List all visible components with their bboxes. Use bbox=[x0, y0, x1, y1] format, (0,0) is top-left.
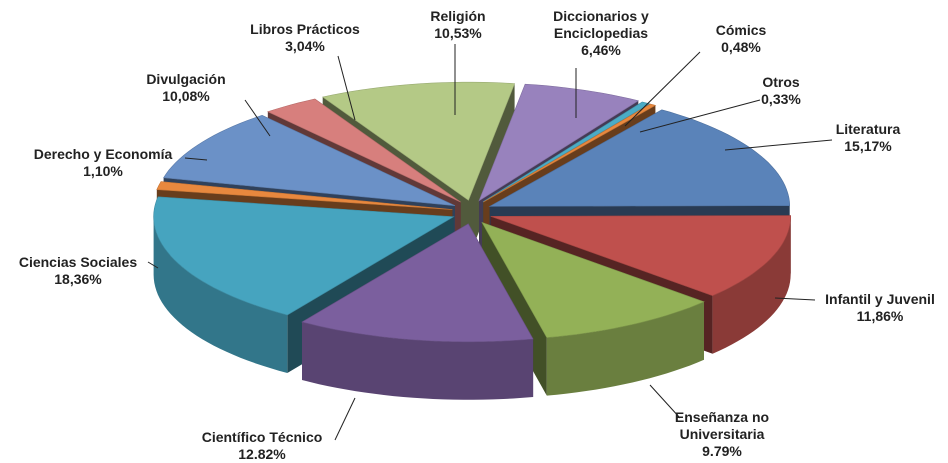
slice-label: Ciencias Sociales 18,36% bbox=[0, 254, 173, 288]
slice-top bbox=[481, 221, 705, 338]
leader-line bbox=[184, 157, 208, 161]
slice-top bbox=[482, 101, 651, 203]
slice-top bbox=[301, 223, 534, 343]
category-name: Infantil y Juvenil bbox=[825, 291, 935, 307]
value-label: 9.79% bbox=[702, 443, 742, 459]
slice-top bbox=[153, 196, 455, 316]
value-label: 0,33% bbox=[761, 91, 801, 107]
slice-top bbox=[266, 98, 461, 203]
value-label: 18,36% bbox=[54, 271, 102, 287]
value-label: 15,17% bbox=[844, 138, 892, 154]
slice-label: Libros Prácticos 3,04% bbox=[210, 21, 400, 55]
value-label: 10,08% bbox=[162, 88, 210, 104]
leader-line bbox=[147, 261, 159, 269]
slice-label: Derecho y Economía 1,10% bbox=[8, 146, 198, 180]
pie-slice bbox=[153, 196, 455, 373]
category-name: Libros Prácticos bbox=[250, 21, 360, 37]
slice-label: Otros 0,33% bbox=[686, 74, 876, 108]
category-name: Enseñanza no Universitaria bbox=[674, 409, 770, 442]
category-name: Diccionarios y Enciclopedias bbox=[553, 8, 649, 41]
slice-label: Diccionarios y Enciclopedias 6,46% bbox=[536, 8, 666, 59]
leader-line bbox=[649, 384, 681, 419]
slice-top bbox=[156, 181, 453, 210]
slice-top bbox=[488, 109, 791, 207]
slice-label: Enseñanza no Universitaria 9.79% bbox=[657, 409, 787, 460]
leader-line bbox=[774, 297, 816, 301]
value-label: 11,86% bbox=[856, 308, 904, 324]
slice-top bbox=[478, 83, 640, 202]
slice-label: Literatura 15,17% bbox=[773, 121, 948, 155]
slice-top bbox=[483, 103, 657, 203]
slice-label: Científico Técnico 12.82% bbox=[167, 429, 357, 463]
slice-wall bbox=[153, 216, 288, 373]
slice-top bbox=[490, 215, 792, 297]
category-name: Cómics bbox=[715, 22, 767, 38]
category-name: Divulgación bbox=[146, 71, 226, 87]
slice-label: Divulgación 10,08% bbox=[91, 71, 281, 105]
slice-wall bbox=[302, 322, 534, 400]
value-label: 0,48% bbox=[721, 39, 761, 55]
slice-label: Religión 10,53% bbox=[363, 8, 553, 42]
category-name: Derecho y Economía bbox=[33, 146, 173, 162]
slice-top bbox=[321, 81, 516, 201]
leader-line bbox=[624, 51, 701, 127]
slice-label: Cómics 0,48% bbox=[646, 22, 836, 56]
leader-line bbox=[244, 99, 271, 137]
category-name: Literatura bbox=[835, 121, 901, 137]
value-label: 12.82% bbox=[238, 446, 286, 462]
pie-slice bbox=[301, 223, 534, 400]
value-label: 3,04% bbox=[285, 38, 325, 54]
slice-label: Infantil y Juvenil 11,86% bbox=[785, 291, 948, 325]
leader-line bbox=[334, 397, 356, 441]
category-name: Ciencias Sociales bbox=[18, 254, 138, 270]
slice-wall bbox=[546, 301, 704, 396]
category-name: Científico Técnico bbox=[201, 429, 323, 445]
leader-line bbox=[639, 99, 761, 133]
leader-line bbox=[337, 55, 356, 121]
value-label: 10,53% bbox=[434, 25, 482, 41]
slice-wall bbox=[712, 216, 791, 354]
value-label: 1,10% bbox=[83, 163, 123, 179]
category-name: Otros bbox=[762, 74, 800, 90]
slice-top bbox=[163, 114, 456, 206]
value-label: 6,46% bbox=[581, 42, 621, 58]
leader-line bbox=[724, 139, 833, 151]
category-name: Religión bbox=[430, 8, 486, 24]
